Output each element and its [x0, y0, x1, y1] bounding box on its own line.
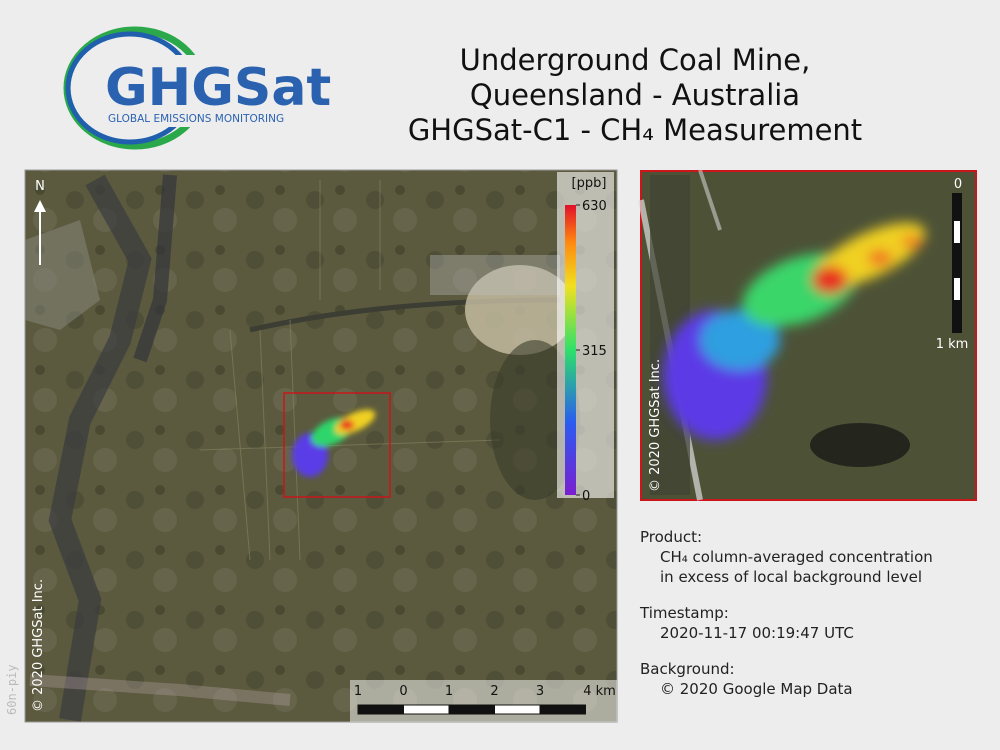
colorbar-tick-label: 630	[582, 199, 607, 214]
colorbar-tick-label: 315	[582, 344, 607, 359]
inset-map: 0 1 km © 2020 GHGSat Inc.	[638, 169, 977, 501]
scale-label: 0	[399, 684, 407, 699]
watermark: 60n-piy	[5, 664, 19, 715]
scale-label: 3	[536, 684, 544, 699]
title-line: Queensland - Australia	[470, 78, 800, 112]
logo-tagline: GLOBAL EMISSIONS MONITORING	[108, 113, 284, 125]
scale-label: 4 km	[583, 684, 616, 699]
north-label: N	[35, 179, 45, 194]
logo: GHGSat GLOBAL EMISSIONS MONITORING	[63, 26, 331, 150]
scale-segment	[539, 704, 586, 715]
scale-segment	[494, 704, 541, 715]
colorbar	[565, 205, 576, 495]
inset-scale-bottom: 1 km	[936, 337, 969, 352]
title-line: Underground Coal Mine,	[460, 43, 811, 77]
scale-segment	[403, 704, 450, 715]
colorbar-unit: [ppb]	[572, 176, 607, 191]
logo-name: GHGSat	[105, 58, 331, 118]
scale-label: 2	[490, 684, 498, 699]
info-text: in excess of local background level	[660, 568, 922, 586]
scale-bar: 1 0 1 2 3 4 km	[354, 684, 616, 715]
colorbar-ticks: 0 315 630	[576, 199, 607, 504]
info-panel: Product: CH₄ column-averaged concentratio…	[639, 528, 933, 698]
colorbar-tick-label: 0	[582, 489, 590, 504]
info-text: © 2020 Google Map Data	[660, 680, 853, 698]
title-line: GHGSat-C1 - CH₄ Measurement	[408, 113, 862, 147]
info-text: 2020-11-17 00:19:47 UTC	[660, 624, 854, 642]
inset-scale-top: 0	[954, 177, 962, 192]
main-map: N © 2020 GHGSat Inc. 60n-piy 1 0 1 2 3 4 km […	[5, 169, 618, 723]
info-label: Timestamp:	[639, 604, 729, 622]
info-text: CH₄ column-averaged concentration	[660, 548, 933, 566]
info-label: Background:	[640, 660, 735, 678]
scale-segment	[357, 704, 404, 715]
copyright: © 2020 GHGSat Inc.	[31, 579, 46, 712]
info-label: Product:	[640, 528, 702, 546]
scale-label: 1	[354, 684, 362, 699]
inset-copyright: © 2020 GHGSat Inc.	[648, 359, 663, 492]
scale-label: 1	[445, 684, 453, 699]
scale-segment	[448, 704, 495, 715]
